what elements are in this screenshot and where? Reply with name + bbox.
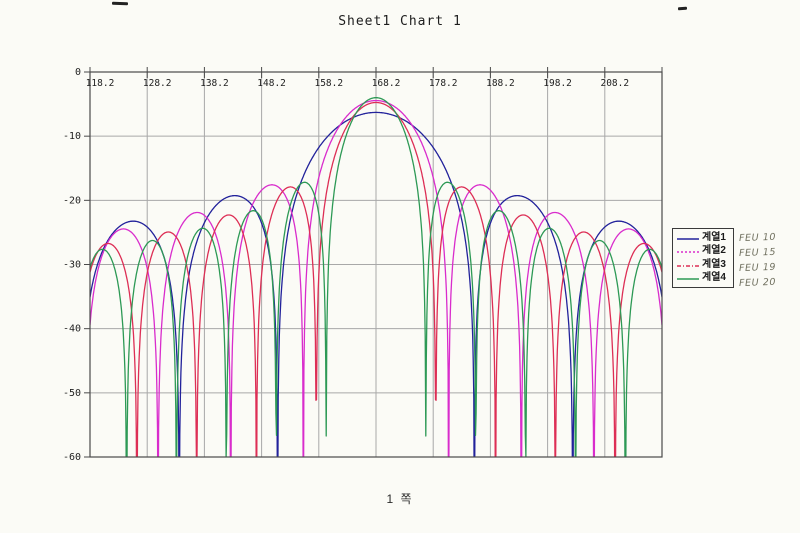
legend-label: 계열1 (702, 231, 726, 243)
handwritten-note: FEU 20 (738, 276, 777, 289)
page-number: 1 쪽 (386, 492, 414, 506)
legend-item: 계열4 (673, 273, 733, 283)
svg-text:-40: -40 (63, 324, 81, 335)
handwritten-note: FEU 15 (738, 246, 777, 259)
svg-text:208.2: 208.2 (600, 78, 629, 89)
svg-text:118.2: 118.2 (86, 78, 115, 89)
legend-label: 계열3 (702, 258, 726, 270)
svg-text:-50: -50 (63, 388, 81, 399)
handwritten-annotations: FEU 10 FEU 15 FEU 19 FEU 20 (739, 230, 799, 290)
svg-text:188.2: 188.2 (486, 78, 515, 89)
svg-text:-60: -60 (63, 452, 81, 463)
svg-text:198.2: 198.2 (543, 78, 572, 89)
legend-label: 계열2 (702, 245, 726, 257)
series3-line-swatch (677, 264, 699, 267)
svg-text:-10: -10 (63, 131, 81, 142)
series4-line-swatch (677, 277, 699, 281)
axis-ticks (84, 67, 663, 458)
y-axis-labels: 0 -10 -20 -30 -40 -50 -60 (63, 67, 81, 463)
legend: 계열1 계열2 계열3 계열4 (672, 228, 734, 288)
legend-item: 계열1 (673, 231, 733, 243)
legend-item: 계열2 (673, 246, 733, 256)
svg-text:148.2: 148.2 (257, 78, 286, 89)
handwritten-note: FEU 10 (738, 231, 777, 244)
series2-line-swatch (677, 250, 699, 254)
chart-title: Sheet1 Chart 1 (338, 14, 462, 29)
handwritten-note: FEU 19 (738, 261, 777, 274)
x-axis-labels: 118.2 128.2 138.2 148.2 158.2 168.2 178.2 188.2… (86, 78, 629, 89)
svg-text:178.2: 178.2 (429, 78, 458, 89)
legend-label: 계열4 (702, 272, 726, 284)
series1-line-swatch (677, 237, 699, 240)
svg-text:0: 0 (75, 67, 81, 78)
svg-text:-20: -20 (63, 195, 81, 206)
svg-text:168.2: 168.2 (372, 78, 401, 89)
svg-text:-30: -30 (63, 260, 81, 271)
legend-item: 계열3 (673, 258, 733, 270)
svg-text:138.2: 138.2 (200, 78, 229, 89)
data-series (90, 97, 662, 458)
svg-text:158.2: 158.2 (314, 78, 343, 89)
svg-text:128.2: 128.2 (143, 78, 172, 89)
